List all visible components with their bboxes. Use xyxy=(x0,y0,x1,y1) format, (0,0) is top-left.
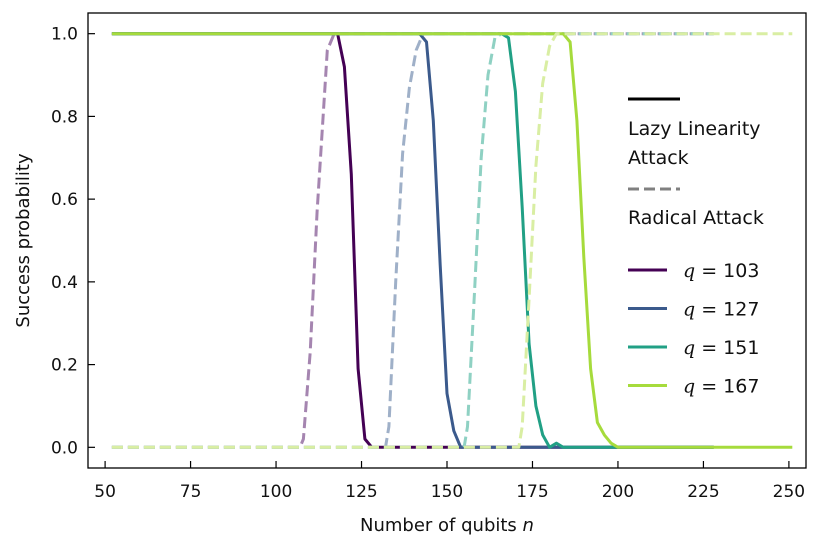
y-tick-label: 0.4 xyxy=(51,273,78,293)
series-line-radical-q127 xyxy=(111,32,714,449)
x-tick-label: 200 xyxy=(602,482,634,502)
y-tick-label: 0.8 xyxy=(51,107,78,127)
legend-label-q167: q = 167 xyxy=(683,376,759,398)
x-tick-label: 75 xyxy=(180,482,202,502)
series-line-radical-q151 xyxy=(111,32,714,449)
legend-label-q151: q = 151 xyxy=(683,337,759,359)
x-axis-label: Number of qubits n xyxy=(360,515,534,536)
legend-label-radical: Radical Attack xyxy=(628,207,764,229)
x-axis-label-var: n xyxy=(523,515,534,536)
y-axis-label: Success probability xyxy=(13,153,34,328)
y-tick-label: 1.0 xyxy=(51,25,78,45)
y-tick-label: 0.0 xyxy=(51,438,78,458)
y-tick-label: 0.2 xyxy=(51,356,78,376)
series-line-radical-q103 xyxy=(111,32,714,449)
x-tick-label: 150 xyxy=(431,482,463,502)
legend: Lazy Linearity Attack Radical Attack q = 10… xyxy=(628,97,764,398)
x-tick-label: 175 xyxy=(516,482,548,502)
series-line-lazy-q167 xyxy=(111,32,793,449)
x-tick-label: 125 xyxy=(345,482,377,502)
ticks-layer: 50 75 100 125 150 175 200 225 250 0.0 0.2 0.4 0.6 0.8… xyxy=(51,25,805,502)
legend-label-q127: q = 127 xyxy=(683,299,759,321)
legend-label-lazy-linearity: Attack xyxy=(628,147,689,169)
y-tick-label: 0.6 xyxy=(51,190,78,210)
x-tick-label: 100 xyxy=(260,482,292,502)
series-layer xyxy=(111,32,793,449)
x-tick-label: 225 xyxy=(687,482,719,502)
x-axis-label-text: Number of qubits xyxy=(360,515,517,536)
series-line-radical-q167 xyxy=(111,32,793,449)
legend-label-q103: q = 103 xyxy=(683,260,759,282)
series-line-lazy-q103 xyxy=(111,32,714,449)
series-line-lazy-q151 xyxy=(111,32,714,449)
legend-label-lazy-linearity: Lazy Linearity xyxy=(628,118,761,140)
x-tick-label: 50 xyxy=(94,482,116,502)
series-line-lazy-q127 xyxy=(111,32,714,449)
x-tick-label: 250 xyxy=(773,482,805,502)
